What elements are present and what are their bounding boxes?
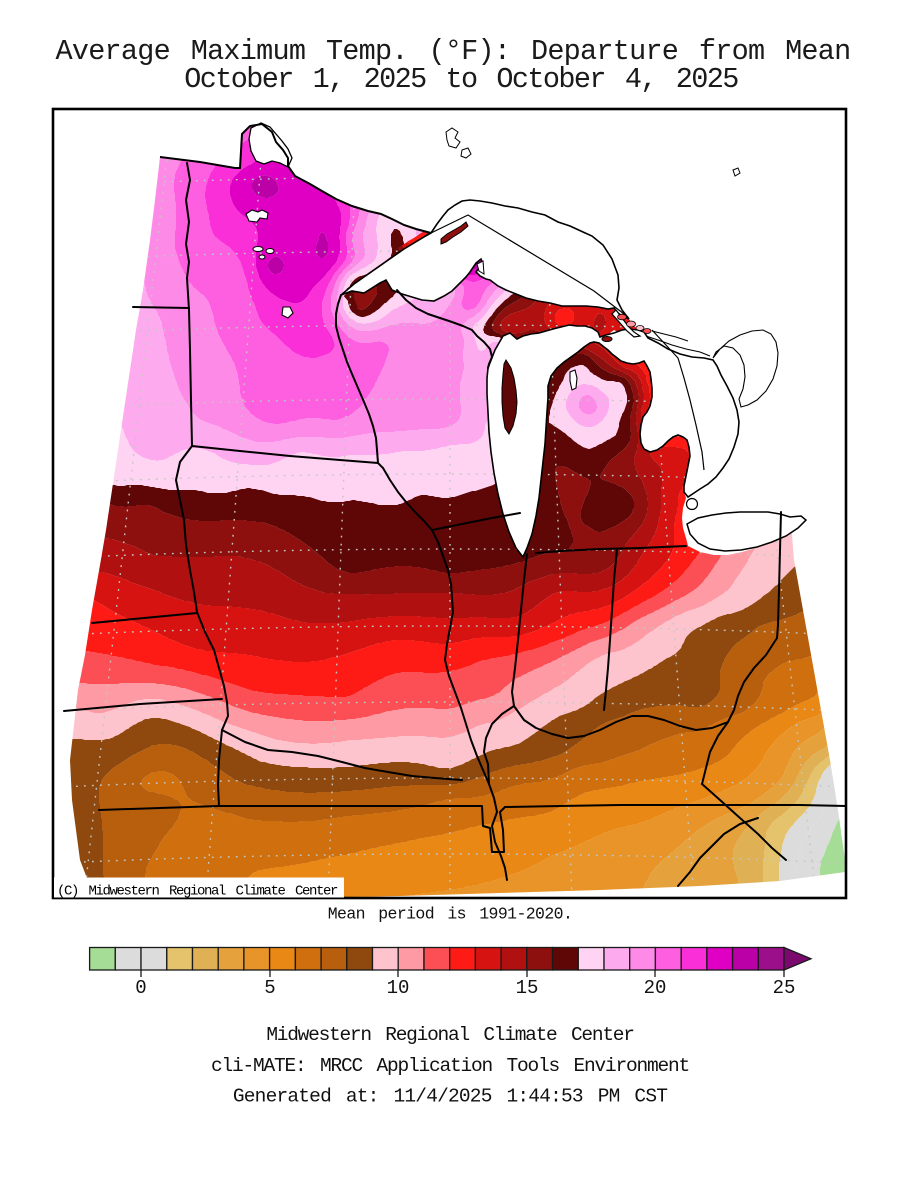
svg-text:25: 25 bbox=[773, 977, 796, 999]
svg-text:10: 10 bbox=[387, 977, 410, 999]
svg-text:20: 20 bbox=[644, 977, 667, 999]
svg-text:Mean period is 1991-2020.: Mean period is 1991-2020. bbox=[328, 905, 573, 924]
svg-text:Average Maximum Temp. (°F): De: Average Maximum Temp. (°F): Departure fr… bbox=[56, 35, 851, 68]
svg-text:cli-MATE: MRCC Application Too: cli-MATE: MRCC Application Tools Environ… bbox=[211, 1055, 689, 1077]
svg-text:15: 15 bbox=[516, 977, 539, 999]
svg-text:(C) Midwestern Regional Climat: (C) Midwestern Regional Climate Center bbox=[57, 884, 338, 900]
svg-text:Generated at: 11/4/2025 1:44:5: Generated at: 11/4/2025 1:44:53 PM CST bbox=[233, 1086, 667, 1108]
svg-text:0: 0 bbox=[135, 977, 146, 999]
svg-text:Midwestern Regional Climate Ce: Midwestern Regional Climate Center bbox=[266, 1024, 633, 1046]
svg-text:October 1, 2025 to October 4,: October 1, 2025 to October 4, 2025 bbox=[184, 63, 738, 96]
svg-text:5: 5 bbox=[264, 977, 275, 999]
